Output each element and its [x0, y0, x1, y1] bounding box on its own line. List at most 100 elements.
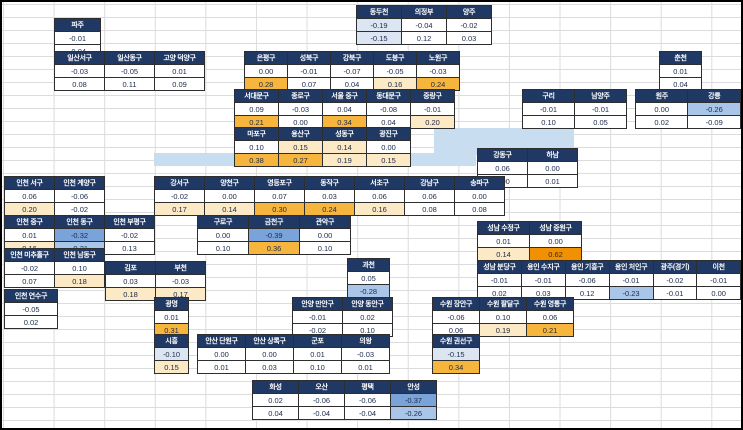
value-cell[interactable]: 0.03 [446, 31, 492, 45]
value-cell[interactable]: 0.03 [304, 189, 355, 203]
value-cell[interactable]: 0.01 [154, 310, 189, 324]
value-cell[interactable]: 0.01 [293, 347, 342, 361]
value-cell[interactable]: 0.21 [526, 323, 574, 337]
value-cell[interactable]: 0.00 [197, 347, 246, 361]
value-cell[interactable]: -0.02 [104, 228, 155, 242]
value-cell[interactable]: 0.00 [527, 161, 578, 175]
value-cell[interactable]: -0.02 [154, 189, 205, 203]
value-cell[interactable]: 0.30 [254, 202, 305, 216]
region-header-cell[interactable]: 용인 수지구 [520, 260, 566, 274]
region-header-cell[interactable]: 인천 계양구 [54, 176, 105, 190]
value-cell[interactable]: 0.06 [4, 189, 55, 203]
region-header-cell[interactable]: 의정부 [401, 5, 447, 19]
value-cell[interactable]: -0.23 [608, 286, 654, 300]
value-cell[interactable]: 0.10 [479, 310, 527, 324]
value-cell[interactable]: 0.06 [477, 161, 528, 175]
value-cell[interactable]: -0.06 [564, 273, 610, 287]
region-header-cell[interactable]: 관악구 [299, 215, 351, 229]
value-cell[interactable]: 0.05 [347, 271, 390, 285]
region-header-cell[interactable]: 영등포구 [254, 176, 305, 190]
value-cell[interactable]: 0.07 [287, 77, 331, 91]
region-header-cell[interactable]: 안성 [390, 380, 437, 394]
value-cell[interactable]: -0.04 [344, 406, 391, 420]
region-header-cell[interactable]: 금천구 [248, 215, 300, 229]
value-cell[interactable]: -0.15 [356, 31, 402, 45]
value-cell[interactable]: 0.07 [4, 274, 55, 288]
value-cell[interactable]: 0.34 [322, 115, 367, 129]
value-cell[interactable]: -0.01 [522, 102, 575, 116]
region-header-cell[interactable]: 인천 동구 [54, 215, 105, 229]
region-header-cell[interactable]: 종로구 [278, 89, 323, 103]
region-header-cell[interactable]: 광진구 [366, 127, 411, 141]
value-cell[interactable]: 0.00 [244, 64, 288, 78]
value-cell[interactable]: 0.00 [197, 228, 249, 242]
value-cell[interactable]: 0.03 [105, 274, 156, 288]
region-header-cell[interactable]: 춘천 [659, 51, 702, 65]
value-cell[interactable]: -0.15 [432, 347, 480, 361]
region-header-cell[interactable]: 강릉 [687, 89, 741, 103]
value-cell[interactable]: 0.10 [293, 360, 342, 374]
value-cell[interactable]: -0.01 [574, 102, 627, 116]
region-header-cell[interactable]: 군포 [293, 334, 342, 348]
region-header-cell[interactable]: 성북구 [287, 51, 331, 65]
value-cell[interactable]: 0.06 [354, 189, 405, 203]
value-cell[interactable]: 0.12 [564, 286, 610, 300]
value-cell[interactable]: -0.01 [477, 273, 522, 287]
value-cell[interactable]: 0.10 [197, 241, 249, 255]
value-cell[interactable]: 0.14 [204, 202, 255, 216]
region-header-cell[interactable]: 노원구 [416, 51, 460, 65]
region-header-cell[interactable]: 양주 [446, 5, 492, 19]
value-cell[interactable]: 0.10 [299, 241, 351, 255]
region-header-cell[interactable]: 과천 [347, 258, 390, 272]
region-header-cell[interactable]: 일산동구 [104, 51, 155, 65]
region-header-cell[interactable]: 남양주 [574, 89, 627, 103]
region-header-cell[interactable]: 서대문구 [234, 89, 279, 103]
region-header-cell[interactable]: 안산 단원구 [197, 334, 246, 348]
region-header-cell[interactable]: 용산구 [278, 127, 323, 141]
value-cell[interactable]: 0.15 [154, 360, 189, 374]
value-cell[interactable]: 0.00 [529, 234, 582, 248]
region-header-cell[interactable]: 동작구 [304, 176, 355, 190]
value-cell[interactable]: 0.00 [696, 286, 741, 300]
region-header-cell[interactable]: 화성 [252, 380, 299, 394]
region-header-cell[interactable]: 시흥 [154, 334, 189, 348]
value-cell[interactable]: -0.01 [410, 102, 455, 116]
value-cell[interactable]: 0.05 [574, 115, 627, 129]
value-cell[interactable]: -0.03 [416, 64, 460, 78]
value-cell[interactable]: 0.04 [659, 77, 702, 91]
value-cell[interactable]: -0.01 [696, 273, 741, 287]
value-cell[interactable]: -0.05 [4, 302, 58, 316]
value-cell[interactable]: 0.12 [401, 31, 447, 45]
region-header-cell[interactable]: 은평구 [244, 51, 288, 65]
value-cell[interactable]: 0.00 [299, 228, 351, 242]
value-cell[interactable]: 0.06 [526, 310, 574, 324]
value-cell[interactable]: 0.18 [105, 287, 156, 301]
value-cell[interactable]: 0.08 [404, 202, 455, 216]
value-cell[interactable]: -0.03 [278, 102, 323, 116]
region-header-cell[interactable]: 김포 [105, 261, 156, 275]
value-cell[interactable]: 0.20 [410, 115, 455, 129]
value-cell[interactable]: 0.01 [659, 64, 702, 78]
region-header-cell[interactable]: 인천 미추홀구 [4, 248, 55, 262]
value-cell[interactable]: -0.26 [390, 406, 437, 420]
value-cell[interactable]: -0.02 [4, 261, 55, 275]
region-header-cell[interactable]: 강서구 [154, 176, 205, 190]
value-cell[interactable]: -0.10 [154, 347, 189, 361]
value-cell[interactable]: -0.01 [608, 273, 654, 287]
value-cell[interactable]: -0.37 [390, 393, 437, 407]
value-cell[interactable]: 0.27 [278, 153, 323, 167]
value-cell[interactable]: 0.34 [432, 360, 480, 374]
region-header-cell[interactable]: 이천 [696, 260, 741, 274]
region-header-cell[interactable]: 용인 처인구 [608, 260, 654, 274]
value-cell[interactable]: 0.02 [4, 315, 58, 329]
value-cell[interactable]: 0.00 [204, 189, 255, 203]
region-header-cell[interactable]: 송파구 [454, 176, 505, 190]
value-cell[interactable]: 0.08 [454, 202, 505, 216]
region-header-cell[interactable]: 안산 상록구 [245, 334, 294, 348]
region-header-cell[interactable]: 일산서구 [54, 51, 105, 65]
value-cell[interactable]: 0.02 [252, 393, 299, 407]
region-header-cell[interactable]: 양천구 [204, 176, 255, 190]
value-cell[interactable]: -0.02 [652, 273, 698, 287]
value-cell[interactable]: -0.07 [330, 64, 374, 78]
value-cell[interactable]: 0.06 [432, 323, 480, 337]
